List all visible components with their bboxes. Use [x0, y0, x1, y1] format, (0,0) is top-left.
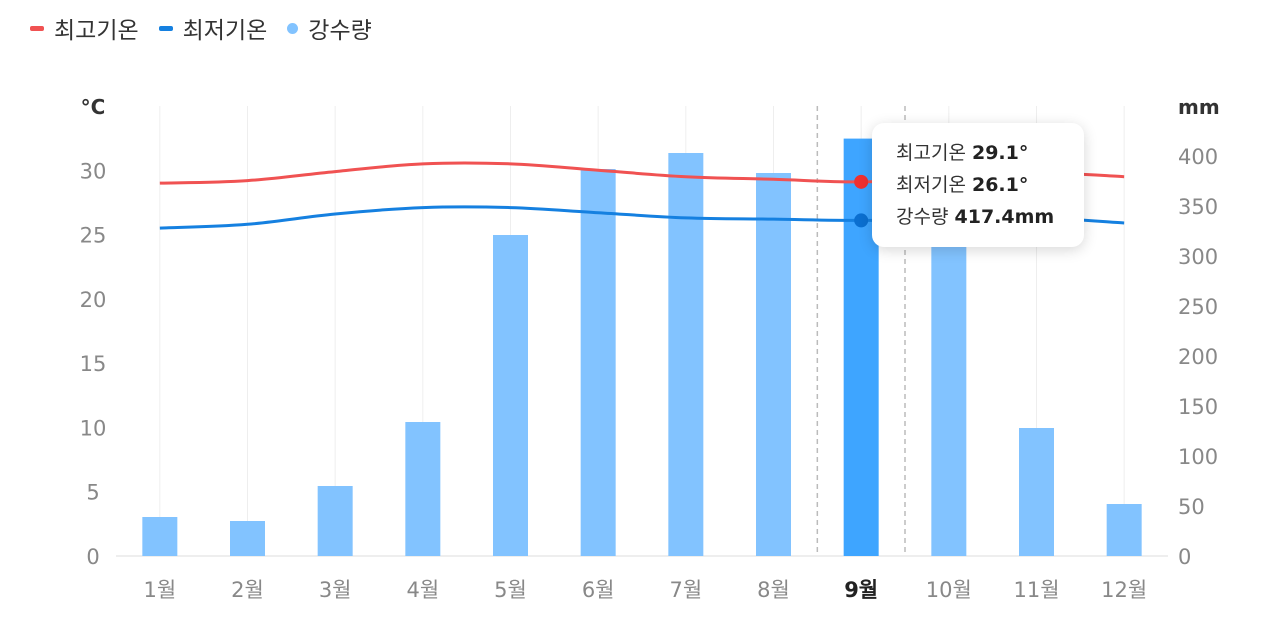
legend-item-high[interactable]: 최고기온 — [30, 11, 139, 45]
rain-bar-4 — [405, 422, 441, 556]
rain-bar-10 — [931, 240, 967, 556]
x-axis-label-7: 7월 — [669, 578, 702, 602]
tooltip-low-label: 최저기온 — [896, 174, 966, 196]
rain-bar-12 — [1106, 504, 1142, 556]
left-axis-unit: °C — [81, 95, 106, 119]
x-axis-label-4: 4월 — [406, 578, 439, 602]
right-axis-tick: 100 — [1178, 445, 1218, 469]
left-axis-tick: 0 — [86, 545, 99, 569]
rain-bar-11 — [1019, 428, 1054, 556]
right-axis-tick: 350 — [1178, 195, 1218, 219]
x-axis-label-11: 11월 — [1013, 578, 1059, 602]
low-temp-swatch — [158, 25, 173, 31]
rain-bar-8 — [756, 173, 791, 556]
chart-legend: 최고기온 최저기온 강수량 — [30, 12, 372, 44]
left-axis-tick: 15 — [80, 352, 107, 376]
legend-low-label: 최저기온 — [182, 18, 268, 44]
right-axis-tick: 150 — [1178, 395, 1218, 419]
tooltip-low-row: 최저기온 26.1° — [896, 169, 1084, 201]
axis-layer: 0 5 10 15 20 25 30 °C 0 50 100 150 200 250 300 350 400 mm… — [80, 95, 1220, 602]
rain-bar-6 — [580, 169, 616, 556]
x-axis-label-9: 9월 — [844, 578, 878, 602]
high-temp-point-selected — [854, 174, 869, 189]
tooltip-rain-label: 강수량 — [896, 206, 949, 228]
legend-item-rain[interactable]: 강수량 — [287, 11, 372, 45]
legend-rain-label: 강수량 — [308, 18, 372, 44]
tooltip-high-row: 최고기온 29.1° — [896, 137, 1084, 169]
high-temp-swatch — [30, 25, 44, 31]
point-layer — [854, 174, 869, 228]
x-axis-label-6: 6월 — [582, 578, 615, 602]
x-axis-label-8: 8월 — [757, 578, 790, 602]
legend-item-low[interactable]: 최저기온 — [158, 11, 268, 45]
x-axis-label-1: 1월 — [143, 578, 176, 602]
data-tooltip: 최고기온 29.1° 최저기온 26.1° 강수량 417.4mm — [872, 123, 1084, 247]
rain-bar-7 — [668, 153, 704, 556]
tooltip-high-label: 최고기온 — [896, 142, 966, 164]
rain-bar-3 — [317, 486, 353, 556]
x-axis-label-5: 5월 — [494, 578, 527, 602]
tooltip-low-value: 26.1° — [971, 174, 1029, 196]
left-axis-tick: 20 — [80, 288, 107, 312]
x-axis-label-12: 12월 — [1101, 578, 1147, 602]
right-axis-tick: 50 — [1178, 495, 1205, 519]
left-axis-tick: 10 — [80, 416, 107, 440]
rain-bar-2 — [230, 521, 265, 556]
rain-bar-1 — [142, 517, 178, 556]
right-axis-tick: 400 — [1178, 145, 1218, 169]
left-axis-tick: 25 — [80, 224, 107, 248]
x-axis-label-3: 3월 — [319, 578, 352, 602]
tooltip-high-value: 29.1° — [971, 142, 1029, 164]
right-axis-unit: mm — [1178, 95, 1220, 119]
tooltip-rain-row: 강수량 417.4mm — [896, 201, 1084, 233]
left-axis-tick: 30 — [80, 159, 107, 183]
legend-high-label: 최고기온 — [54, 18, 139, 44]
rain-bar-5 — [493, 235, 528, 556]
left-axis-tick: 5 — [86, 481, 99, 505]
x-axis-label-2: 2월 — [231, 578, 264, 602]
tooltip-rain-value: 417.4mm — [954, 206, 1055, 228]
right-axis-tick: 0 — [1178, 545, 1191, 569]
rain-swatch — [287, 22, 299, 34]
right-axis-tick: 250 — [1178, 295, 1218, 319]
x-axis-label-10: 10월 — [926, 578, 972, 602]
right-axis-tick: 300 — [1178, 245, 1218, 269]
right-axis-tick: 200 — [1178, 345, 1218, 369]
low-temp-point-selected — [854, 213, 869, 228]
